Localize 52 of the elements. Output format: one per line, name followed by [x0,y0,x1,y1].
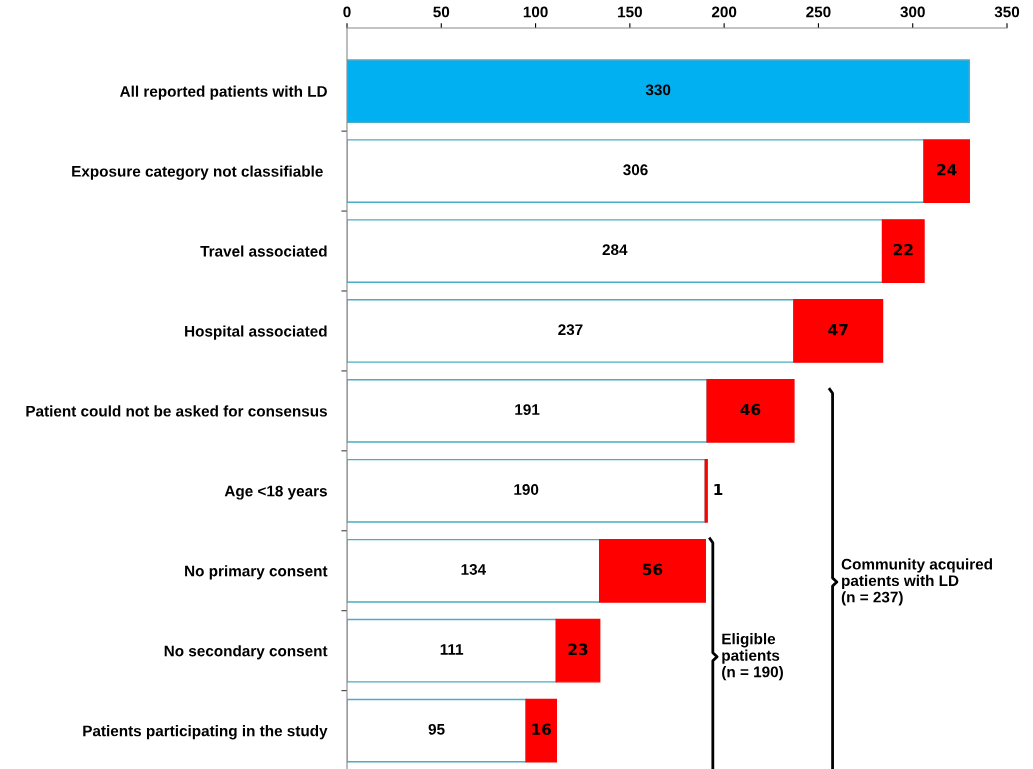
data-label: 191 [515,404,540,415]
y-tick-label: Hospital associated [185,325,327,340]
y-tick-label: Age <18 years [224,485,327,500]
x-tick-label: 200 [711,6,737,18]
y-tick-label: Exposure category not classifiable [72,165,323,180]
data-label: 284 [602,244,628,256]
data-label: 306 [623,164,648,176]
data-label: 24 [937,163,957,176]
data-label: 56 [643,563,663,576]
bar [347,299,795,363]
bar [347,618,558,683]
data-label: 111 [440,644,464,655]
annotation: Community acquired patients with LD (n = 237) [841,558,992,606]
y-tick-label: No primary consent [185,565,328,580]
x-tick-label: 100 [523,6,548,18]
bar [347,59,970,124]
data-label: 134 [461,564,487,575]
data-label: 95 [428,723,445,735]
bar [347,458,706,523]
data-label: 190 [514,484,539,495]
x-tick-label: 50 [433,6,450,18]
y-tick-label: Patients participating in the study [83,725,328,740]
data-label: 23 [568,643,588,656]
data-label: 47 [828,324,848,336]
bar [347,698,527,763]
bar [347,219,884,283]
data-label: 46 [740,403,761,416]
bar [881,219,925,283]
x-tick-label: 250 [806,6,831,18]
bar [706,379,795,443]
x-tick-label: 0 [343,6,351,18]
data-label: 237 [558,324,583,336]
x-tick-label: 150 [618,6,642,18]
data-label: 1 [714,483,723,496]
annotation: Eligible patients (n = 190) [722,633,783,681]
data-label: 22 [893,243,913,256]
y-tick-label: Patient could not be asked for consensus [26,405,327,417]
y-tick-label: No secondary consent [164,645,328,660]
bar [347,139,925,203]
bar [598,538,706,603]
bar [793,299,884,363]
y-tick-label: All reported patients with LD [119,85,327,100]
bar [555,618,601,683]
data-label: 16 [532,723,552,736]
data-label: 330 [645,84,671,96]
x-tick-label: 350 [994,6,1020,18]
bar [923,139,970,203]
bar [525,698,558,763]
x-tick-label: 300 [900,6,925,18]
bar [347,538,601,603]
y-tick-label: Travel associated [200,245,327,257]
bar [347,379,708,443]
